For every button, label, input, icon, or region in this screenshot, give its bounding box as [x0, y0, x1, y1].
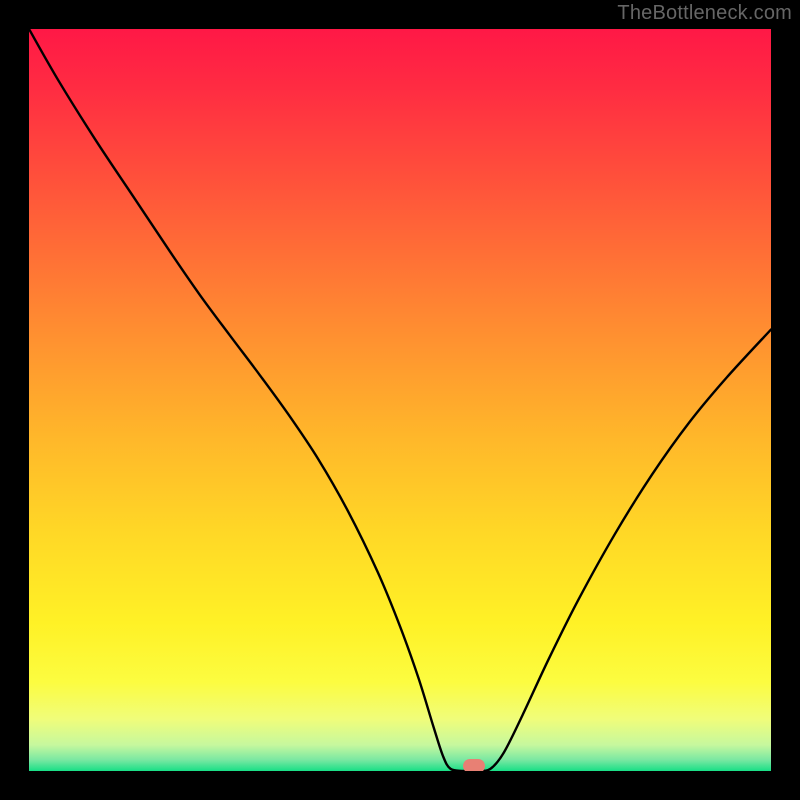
chart-stage: TheBottleneck.com	[0, 0, 800, 800]
plot-area	[29, 29, 771, 771]
bottleneck-curve	[29, 29, 771, 771]
optimal-marker	[463, 759, 485, 771]
watermark-text: TheBottleneck.com	[617, 2, 792, 25]
